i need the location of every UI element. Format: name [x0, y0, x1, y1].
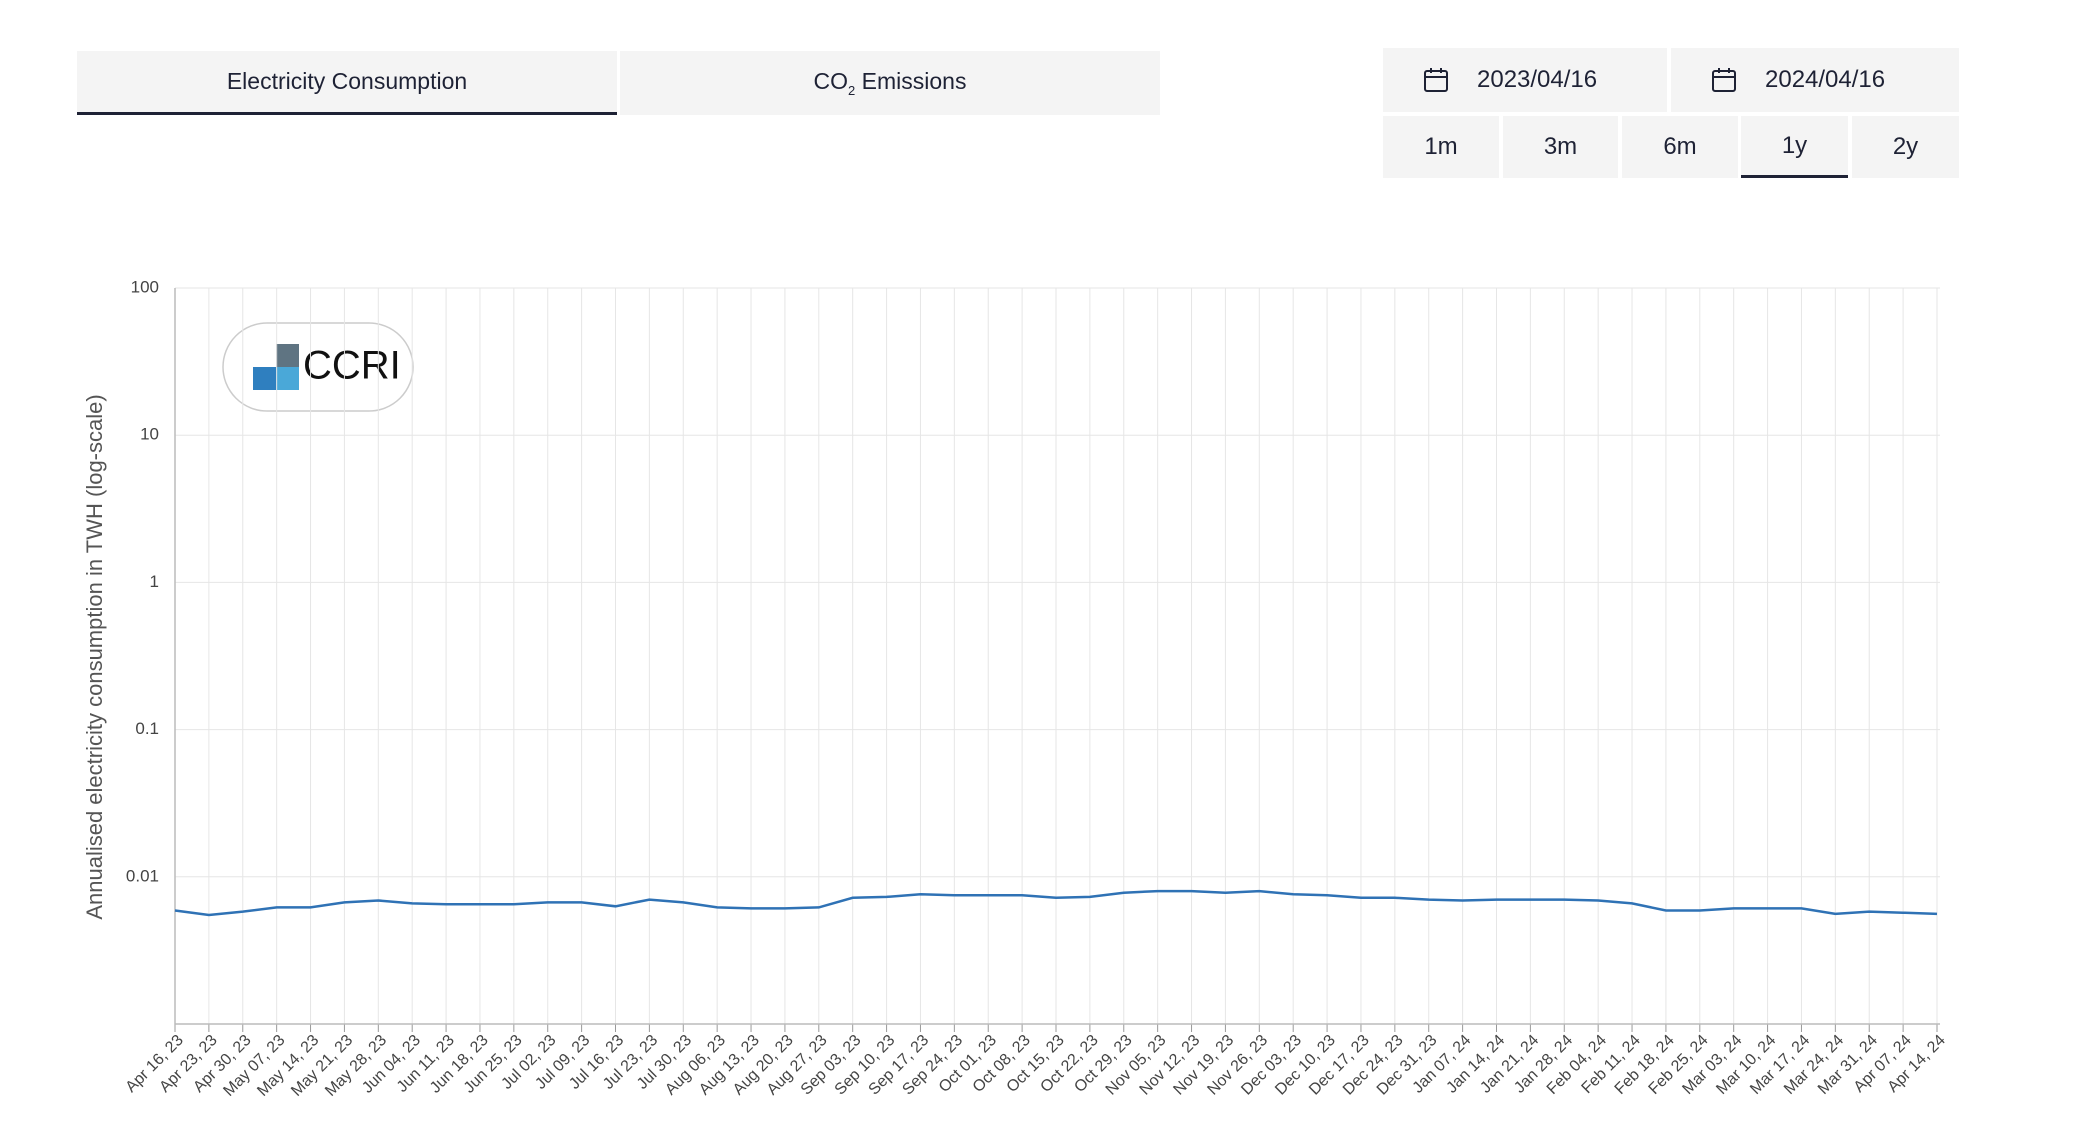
tab-label: Electricity Consumption: [226, 68, 468, 94]
y-tick-label: 0.01: [126, 866, 159, 885]
range-button[interactable]: 2y: [1852, 116, 1959, 178]
tab[interactable]: CO2 Emissions: [620, 51, 1160, 115]
tab-label-rest: Emissions: [861, 68, 967, 94]
range-button[interactable]: 6m: [1622, 116, 1738, 178]
start-date[interactable]: 2023/04/16: [1383, 48, 1667, 112]
tab[interactable]: Electricity Consumption: [77, 51, 617, 115]
tab-label-main: CO: [813, 68, 849, 94]
y-tick-label: 0.1: [135, 719, 159, 738]
calendar-icon: [1424, 68, 1448, 92]
y-axis-title: Annualised electricity consumption in TW…: [82, 394, 107, 919]
y-tick-label: 100: [131, 277, 159, 296]
range-button[interactable]: 1m: [1383, 116, 1499, 178]
calendar-icon: [1712, 68, 1736, 92]
range-button[interactable]: 3m: [1503, 116, 1618, 178]
logo-square: [276, 344, 299, 367]
date-text: 2023/04/16: [1477, 66, 1598, 93]
tab-label-sub: 2: [848, 83, 856, 98]
date-text: 2024/04/16: [1765, 66, 1886, 93]
line: [174, 889, 1938, 917]
logo-text: CCRI: [303, 344, 401, 388]
logo: CCRI: [222, 322, 414, 412]
y-tick-label: 10: [140, 425, 159, 444]
logo-square: [253, 367, 276, 390]
y-tick-label: 1: [150, 572, 159, 591]
range-button[interactable]: 1y: [1741, 116, 1848, 178]
end-date[interactable]: 2024/04/16: [1671, 48, 1959, 112]
tab-label: CO2 Emissions: [814, 68, 967, 98]
logo-square: [276, 367, 299, 390]
